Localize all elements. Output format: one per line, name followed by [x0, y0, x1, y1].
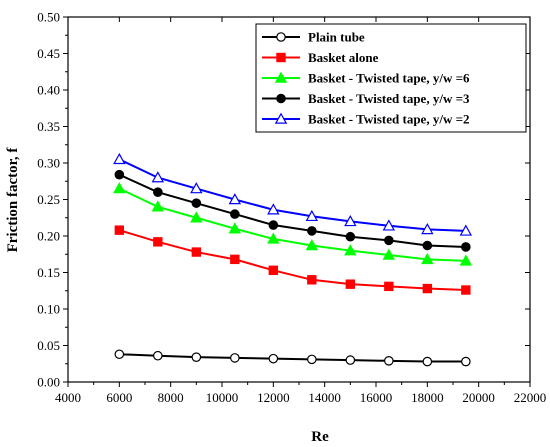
data-point	[113, 152, 126, 165]
data-point	[151, 200, 165, 212]
series-line	[119, 229, 466, 292]
data-point	[345, 231, 356, 242]
series-5	[113, 152, 473, 236]
data-point	[268, 220, 279, 230]
data-point	[421, 222, 434, 235]
y-tick-label: 0.20	[37, 229, 60, 244]
y-axis-title: Friction factor, f	[5, 147, 21, 253]
data-point	[422, 356, 433, 367]
data-point	[345, 279, 356, 289]
legend-label: Basket - Twisted tape, y/w =3	[308, 91, 470, 106]
data-point	[459, 254, 473, 266]
data-point	[191, 352, 202, 362]
data-point	[230, 254, 240, 265]
axes: 4000 6000 8000 10000 12000 14000 16000 18000 200…	[37, 10, 546, 406]
legend-marker	[274, 112, 288, 124]
series-1	[114, 349, 471, 367]
data-point	[268, 265, 279, 276]
data-point	[461, 356, 471, 367]
x-axis-title: Re	[311, 429, 329, 445]
x-tick-label: 20000	[462, 390, 495, 405]
legend-label: Basket alone	[308, 50, 379, 65]
y-tick-label: 0.05	[37, 338, 60, 353]
y-tick-label: 0.30	[37, 156, 60, 171]
data-point	[384, 281, 394, 292]
y-tick-label: 0.50	[37, 10, 60, 25]
data-point	[461, 242, 471, 252]
x-tick-label: 22000	[514, 390, 547, 405]
data-point	[422, 240, 433, 251]
x-tick-label: 16000	[360, 390, 393, 405]
series-3	[113, 182, 473, 266]
y-tick-label: 0.00	[37, 375, 60, 390]
data-point	[153, 237, 163, 247]
legend-marker	[276, 93, 286, 104]
data-point	[267, 232, 280, 244]
data-point	[459, 224, 473, 236]
data-point	[230, 353, 240, 363]
data-point	[230, 209, 240, 219]
data-point	[307, 275, 317, 285]
y-tick-label: 0.45	[37, 46, 60, 61]
plot-series	[113, 152, 473, 367]
series-4	[114, 169, 471, 252]
y-tick-label: 0.40	[37, 83, 60, 98]
y-tick-label: 0.10	[37, 302, 60, 317]
data-point	[190, 211, 203, 223]
data-point	[344, 214, 357, 227]
data-point	[307, 354, 317, 365]
x-tick-label: 14000	[308, 390, 341, 405]
series-line	[118, 158, 466, 232]
x-tick-label: 6000	[106, 390, 132, 405]
legend-marker	[274, 71, 288, 83]
data-point	[384, 235, 394, 246]
data-point	[268, 353, 279, 364]
legend-marker	[276, 32, 286, 42]
data-point	[344, 244, 357, 256]
legend-marker	[276, 52, 286, 63]
legend-label: Basket - Twisted tape, y/w =2	[308, 112, 469, 127]
series-line	[118, 173, 466, 248]
data-point	[190, 182, 203, 194]
legend-label: Basket - Twisted tape, y/w =6	[308, 71, 470, 86]
data-point	[153, 350, 163, 361]
data-point	[305, 239, 319, 251]
data-point	[113, 182, 126, 194]
data-point	[114, 225, 125, 235]
x-tick-label: 10000	[206, 390, 239, 405]
legend-box	[255, 23, 527, 133]
data-point	[461, 285, 471, 295]
data-point	[228, 193, 242, 205]
legend-label: Plain tube	[308, 30, 365, 45]
data-point	[305, 209, 319, 222]
data-point	[114, 349, 125, 360]
x-tick-label: 12000	[257, 390, 290, 405]
series-line	[119, 353, 466, 363]
data-point	[384, 356, 394, 366]
data-point	[307, 226, 317, 236]
data-point	[228, 222, 242, 234]
data-point	[151, 171, 165, 183]
legend: Plain tube Basket alone Basket - Twisted t…	[255, 23, 527, 133]
data-point	[114, 169, 125, 180]
y-tick-label: 0.15	[37, 265, 60, 280]
data-point	[191, 247, 202, 257]
data-point	[382, 219, 396, 231]
x-tick-label: 4000	[55, 390, 81, 405]
y-tick-label: 0.25	[37, 192, 60, 207]
data-point	[153, 187, 163, 197]
data-point	[191, 198, 202, 208]
data-point	[345, 355, 356, 365]
data-point	[422, 283, 433, 294]
data-point	[267, 203, 280, 215]
y-tick-label: 0.35	[37, 119, 60, 134]
x-tick-label: 8000	[158, 390, 184, 405]
series-2	[114, 225, 471, 295]
data-point	[421, 252, 434, 265]
series-line	[118, 187, 466, 262]
x-tick-label: 18000	[411, 390, 444, 405]
data-point	[382, 248, 396, 260]
